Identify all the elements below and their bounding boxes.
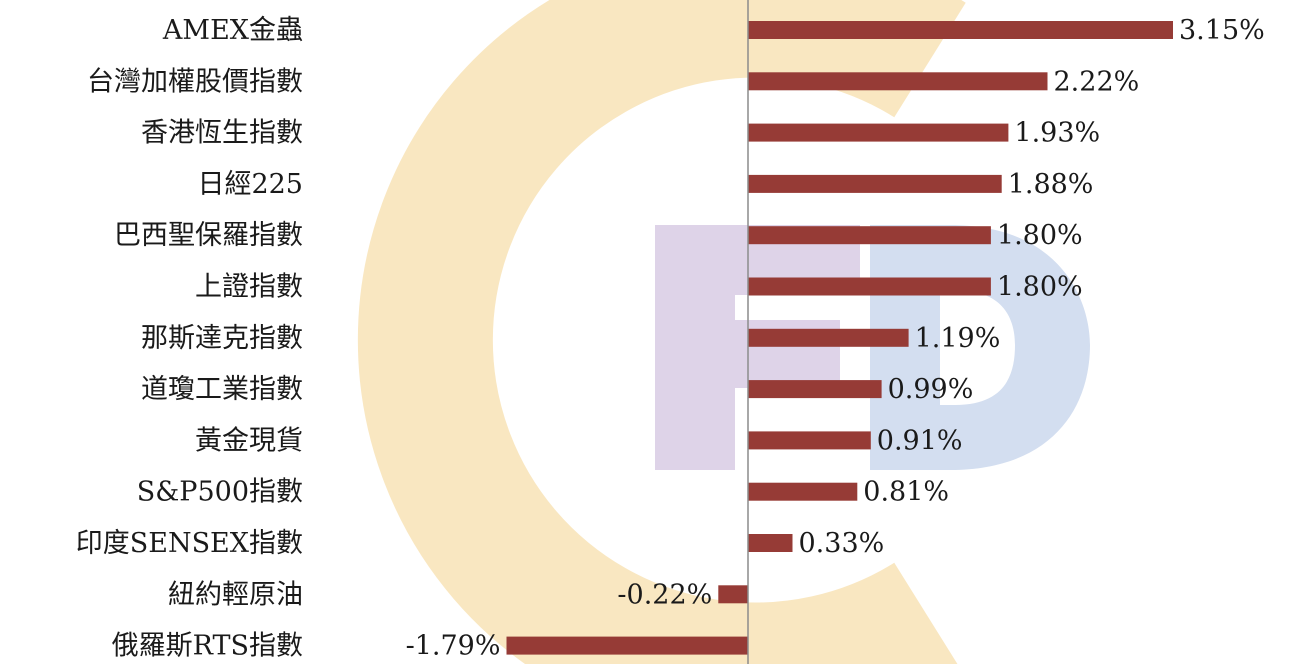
data-label: 3.15% bbox=[1179, 15, 1265, 46]
data-label: -0.22% bbox=[617, 579, 712, 610]
category-label: 香港恆生指數 bbox=[141, 118, 303, 149]
data-label: 0.91% bbox=[877, 425, 963, 456]
data-label: 1.93% bbox=[1014, 118, 1100, 149]
category-label: 黃金現貨 bbox=[195, 425, 303, 456]
category-label: S&P500指數 bbox=[137, 477, 303, 508]
category-label: 台灣加權股價指數 bbox=[87, 66, 303, 97]
bar bbox=[748, 21, 1173, 39]
data-label: 0.33% bbox=[799, 528, 885, 559]
bar bbox=[748, 380, 882, 399]
category-label: 印度SENSEX指數 bbox=[76, 528, 303, 559]
data-label: 0.81% bbox=[863, 477, 949, 508]
data-label: 1.19% bbox=[915, 323, 1001, 354]
data-label: 2.22% bbox=[1054, 66, 1140, 97]
category-label: 俄羅斯RTS指數 bbox=[112, 631, 303, 662]
data-label: 1.80% bbox=[997, 272, 1083, 303]
category-label: 日經225 bbox=[197, 169, 303, 200]
bar bbox=[748, 534, 793, 552]
category-label: 巴西聖保羅指數 bbox=[114, 220, 303, 251]
data-label: 0.99% bbox=[888, 374, 974, 405]
bar bbox=[506, 636, 748, 655]
bar bbox=[748, 72, 1048, 91]
category-label: AMEX金蟲 bbox=[162, 15, 303, 46]
bar bbox=[748, 482, 858, 501]
category-label: 紐約輕原油 bbox=[168, 579, 303, 610]
bar bbox=[748, 328, 909, 347]
bar bbox=[748, 123, 1009, 142]
bar bbox=[718, 585, 748, 604]
bar bbox=[748, 277, 991, 296]
bar bbox=[748, 174, 1002, 193]
data-label: 1.80% bbox=[997, 220, 1083, 251]
bar-group bbox=[506, 21, 1173, 655]
bar bbox=[748, 226, 991, 245]
category-label: 上證指數 bbox=[195, 272, 303, 303]
data-labels: 3.15% 2.22% 1.93% 1.88% 1.80% 1.80% 1.19% 0.99%… bbox=[406, 15, 1265, 662]
category-label: 道瓊工業指數 bbox=[141, 374, 303, 405]
data-label: -1.79% bbox=[406, 631, 501, 662]
data-label: 1.88% bbox=[1008, 169, 1094, 200]
category-label: 那斯達克指數 bbox=[141, 323, 303, 354]
bar bbox=[748, 431, 871, 450]
